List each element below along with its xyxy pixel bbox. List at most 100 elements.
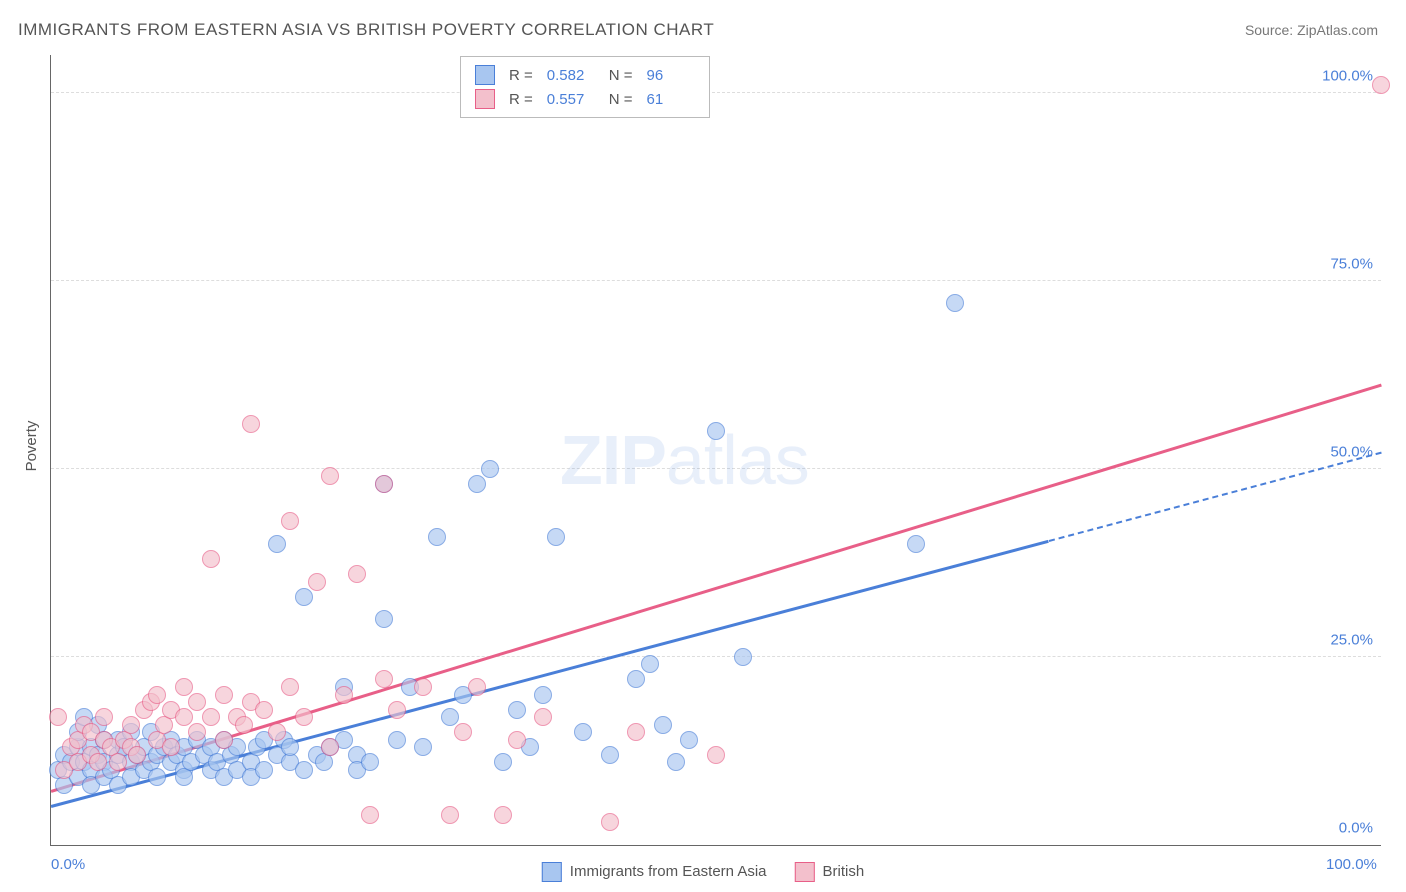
data-point <box>481 460 499 478</box>
gridline <box>51 92 1381 93</box>
data-point <box>707 422 725 440</box>
gridline <box>51 468 1381 469</box>
data-point <box>89 753 107 771</box>
legend-n-label: N = <box>609 91 633 108</box>
legend-n-value: 96 <box>647 67 695 84</box>
legend-swatch <box>795 862 815 882</box>
legend-swatch <box>475 89 495 109</box>
data-point <box>202 708 220 726</box>
data-point <box>441 708 459 726</box>
y-tick-label: 25.0% <box>1330 631 1373 648</box>
data-point <box>414 738 432 756</box>
y-tick-label: 100.0% <box>1322 67 1373 84</box>
data-point <box>388 701 406 719</box>
data-point <box>1372 76 1390 94</box>
data-point <box>667 753 685 771</box>
data-point <box>321 467 339 485</box>
data-point <box>601 746 619 764</box>
data-point <box>534 708 552 726</box>
data-point <box>508 731 526 749</box>
data-point <box>707 746 725 764</box>
scatter-plot-area: 0.0%25.0%50.0%75.0%100.0%0.0%100.0% <box>50 55 1381 846</box>
data-point <box>946 294 964 312</box>
data-point <box>235 716 253 734</box>
data-point <box>268 723 286 741</box>
data-point <box>95 708 113 726</box>
data-point <box>361 806 379 824</box>
legend-stats-row: R = 0.557 N = 61 <box>475 87 695 111</box>
data-point <box>215 686 233 704</box>
data-point <box>281 512 299 530</box>
data-point <box>202 550 220 568</box>
data-point <box>601 813 619 831</box>
legend-n-value: 61 <box>647 91 695 108</box>
data-point <box>361 753 379 771</box>
data-point <box>49 708 67 726</box>
data-point <box>547 528 565 546</box>
legend-r-value: 0.582 <box>547 67 595 84</box>
data-point <box>734 648 752 666</box>
data-point <box>255 761 273 779</box>
data-point <box>268 535 286 553</box>
legend-series: Immigrants from Eastern Asia British <box>542 862 864 882</box>
data-point <box>468 678 486 696</box>
legend-n-label: N = <box>609 67 633 84</box>
x-tick-label: 100.0% <box>1326 856 1377 873</box>
data-point <box>175 678 193 696</box>
data-point <box>680 731 698 749</box>
data-point <box>308 573 326 591</box>
data-point <box>414 678 432 696</box>
data-point <box>348 565 366 583</box>
data-point <box>627 670 645 688</box>
legend-r-value: 0.557 <box>547 91 595 108</box>
data-point <box>122 716 140 734</box>
data-point <box>162 738 180 756</box>
data-point <box>494 806 512 824</box>
data-point <box>188 693 206 711</box>
data-point <box>508 701 526 719</box>
data-point <box>242 415 260 433</box>
y-tick-label: 0.0% <box>1339 820 1373 837</box>
data-point <box>574 723 592 741</box>
trend-line <box>51 384 1382 793</box>
data-point <box>215 731 233 749</box>
gridline <box>51 656 1381 657</box>
data-point <box>428 528 446 546</box>
y-axis-label: Poverty <box>23 421 40 472</box>
data-point <box>534 686 552 704</box>
data-point <box>441 806 459 824</box>
data-point <box>654 716 672 734</box>
data-point <box>295 708 313 726</box>
legend-stats: R = 0.582 N = 96 R = 0.557 N = 61 <box>460 56 710 118</box>
data-point <box>148 768 166 786</box>
data-point <box>128 746 146 764</box>
data-point <box>321 738 339 756</box>
trend-line <box>1048 452 1381 542</box>
data-point <box>388 731 406 749</box>
trend-line <box>51 540 1049 808</box>
chart-title: IMMIGRANTS FROM EASTERN ASIA VS BRITISH … <box>18 20 714 40</box>
legend-r-label: R = <box>509 91 533 108</box>
data-point <box>295 588 313 606</box>
x-tick-label: 0.0% <box>51 856 85 873</box>
data-point <box>109 753 127 771</box>
legend-series-item: Immigrants from Eastern Asia <box>542 862 767 882</box>
data-point <box>255 701 273 719</box>
data-point <box>468 475 486 493</box>
legend-stats-row: R =0.582N =96 <box>475 63 695 87</box>
legend-swatch <box>542 862 562 882</box>
data-point <box>627 723 645 741</box>
y-tick-label: 75.0% <box>1330 255 1373 272</box>
legend-series-label: British <box>823 863 865 880</box>
data-point <box>281 738 299 756</box>
data-point <box>188 723 206 741</box>
data-point <box>281 678 299 696</box>
data-point <box>175 708 193 726</box>
data-point <box>907 535 925 553</box>
data-point <box>148 686 166 704</box>
legend-swatch <box>475 65 495 85</box>
data-point <box>295 761 313 779</box>
data-point <box>494 753 512 771</box>
legend-series-item: British <box>795 862 865 882</box>
data-point <box>375 670 393 688</box>
